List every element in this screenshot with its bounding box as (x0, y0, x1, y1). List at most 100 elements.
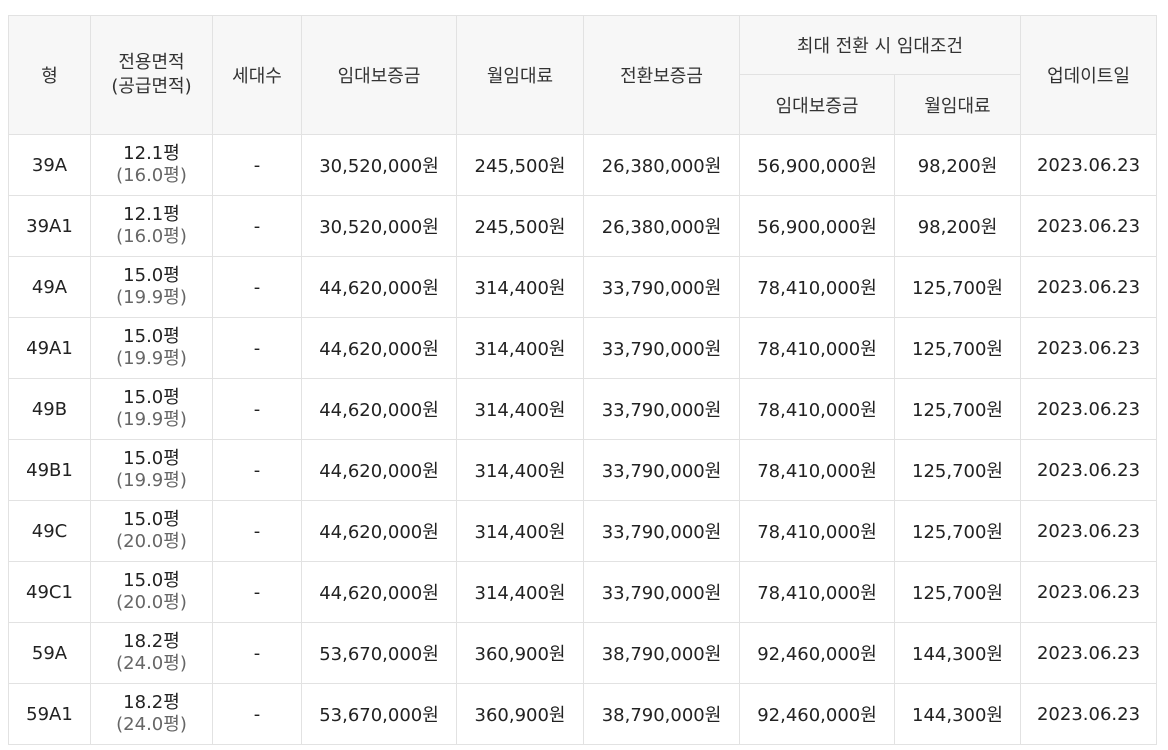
cell-updated: 2023.06.23 (1020, 439, 1157, 501)
cell-conversion-deposit: 26,380,000원 (583, 195, 740, 257)
cell-type: 59A (8, 622, 91, 684)
cell-max-deposit: 78,410,000원 (739, 500, 895, 562)
cell-max-monthly-rent: 125,700원 (894, 256, 1021, 318)
area-supply: (24.0평) (116, 714, 187, 735)
area-exclusive: 15.0평 (123, 387, 180, 408)
cell-conversion-deposit: 33,790,000원 (583, 256, 740, 318)
cell-households: - (212, 561, 302, 623)
table-row: 39A1 12.1평 (16.0평) - 30,520,000원 245,500원… (8, 195, 1157, 257)
cell-max-monthly-rent: 125,700원 (894, 378, 1021, 440)
header-area-exclusive: 전용면적 (118, 52, 185, 73)
area-supply: (20.0평) (116, 531, 187, 552)
cell-conversion-deposit: 38,790,000원 (583, 622, 740, 684)
cell-area: 15.0평 (19.9평) (90, 317, 213, 379)
header-area-supply: (공급면적) (111, 76, 192, 97)
area-supply: (19.9평) (116, 470, 187, 491)
cell-max-deposit: 78,410,000원 (739, 439, 895, 501)
cell-households: - (212, 622, 302, 684)
area-exclusive: 12.1평 (123, 204, 180, 225)
cell-area: 12.1평 (16.0평) (90, 195, 213, 257)
cell-updated: 2023.06.23 (1020, 561, 1157, 623)
cell-conversion-deposit: 26,380,000원 (583, 134, 740, 196)
table-header: 형 전용면적 (공급면적) 세대수 임대보증금 월임대료 전환보증금 최대 전환… (8, 15, 1157, 135)
cell-monthly-rent: 314,400원 (456, 561, 584, 623)
cell-area: 15.0평 (20.0평) (90, 500, 213, 562)
cell-max-deposit: 56,900,000원 (739, 195, 895, 257)
table-row: 49A1 15.0평 (19.9평) - 44,620,000원 314,400원… (8, 317, 1157, 379)
rent-conditions-table: 형 전용면적 (공급면적) 세대수 임대보증금 월임대료 전환보증금 최대 전환… (8, 15, 1157, 745)
header-max-conversion-group: 최대 전환 시 임대조건 (739, 15, 1021, 75)
table-row: 49C1 15.0평 (20.0평) - 44,620,000원 314,400원… (8, 561, 1157, 623)
cell-households: - (212, 195, 302, 257)
area-supply: (24.0평) (116, 653, 187, 674)
cell-max-monthly-rent: 125,700원 (894, 500, 1021, 562)
cell-max-deposit: 78,410,000원 (739, 256, 895, 318)
header-conversion-deposit: 전환보증금 (583, 15, 740, 135)
header-max-monthly-rent: 월임대료 (894, 74, 1021, 135)
cell-households: - (212, 683, 302, 745)
cell-monthly-rent: 360,900원 (456, 622, 584, 684)
table-body: 39A 12.1평 (16.0평) - 30,520,000원 245,500원 … (8, 134, 1157, 745)
cell-updated: 2023.06.23 (1020, 378, 1157, 440)
table-row: 39A 12.1평 (16.0평) - 30,520,000원 245,500원 … (8, 134, 1157, 196)
area-exclusive: 12.1평 (123, 143, 180, 164)
cell-households: - (212, 378, 302, 440)
header-updated: 업데이트일 (1020, 15, 1157, 135)
area-exclusive: 15.0평 (123, 570, 180, 591)
header-max-deposit: 임대보증금 (739, 74, 895, 135)
cell-max-monthly-rent: 125,700원 (894, 439, 1021, 501)
area-supply: (20.0평) (116, 592, 187, 613)
cell-type: 49B (8, 378, 91, 440)
rent-table-container: 형 전용면적 (공급면적) 세대수 임대보증금 월임대료 전환보증금 최대 전환… (8, 15, 1157, 745)
cell-max-deposit: 78,410,000원 (739, 561, 895, 623)
cell-updated: 2023.06.23 (1020, 683, 1157, 745)
header-area: 전용면적 (공급면적) (90, 15, 213, 135)
cell-updated: 2023.06.23 (1020, 500, 1157, 562)
area-exclusive: 15.0평 (123, 509, 180, 530)
cell-max-monthly-rent: 98,200원 (894, 195, 1021, 257)
cell-max-monthly-rent: 98,200원 (894, 134, 1021, 196)
cell-area: 15.0평 (20.0평) (90, 561, 213, 623)
cell-deposit: 44,620,000원 (301, 561, 457, 623)
cell-max-deposit: 78,410,000원 (739, 378, 895, 440)
cell-households: - (212, 439, 302, 501)
cell-deposit: 44,620,000원 (301, 256, 457, 318)
cell-deposit: 44,620,000원 (301, 378, 457, 440)
cell-type: 59A1 (8, 683, 91, 745)
cell-monthly-rent: 314,400원 (456, 317, 584, 379)
cell-conversion-deposit: 33,790,000원 (583, 378, 740, 440)
area-exclusive: 18.2평 (123, 631, 180, 652)
table-row: 59A 18.2평 (24.0평) - 53,670,000원 360,900원 … (8, 622, 1157, 684)
table-row: 49B1 15.0평 (19.9평) - 44,620,000원 314,400원… (8, 439, 1157, 501)
table-row: 49C 15.0평 (20.0평) - 44,620,000원 314,400원 … (8, 500, 1157, 562)
cell-area: 12.1평 (16.0평) (90, 134, 213, 196)
cell-max-deposit: 56,900,000원 (739, 134, 895, 196)
cell-deposit: 30,520,000원 (301, 134, 457, 196)
cell-monthly-rent: 314,400원 (456, 256, 584, 318)
table-row: 59A1 18.2평 (24.0평) - 53,670,000원 360,900원… (8, 683, 1157, 745)
cell-deposit: 44,620,000원 (301, 317, 457, 379)
cell-deposit: 53,670,000원 (301, 683, 457, 745)
cell-area: 15.0평 (19.9평) (90, 378, 213, 440)
cell-type: 39A (8, 134, 91, 196)
area-supply: (19.9평) (116, 409, 187, 430)
cell-max-deposit: 92,460,000원 (739, 622, 895, 684)
area-supply: (16.0평) (116, 226, 187, 247)
area-exclusive: 15.0평 (123, 448, 180, 469)
cell-deposit: 30,520,000원 (301, 195, 457, 257)
cell-max-monthly-rent: 125,700원 (894, 317, 1021, 379)
cell-type: 49C (8, 500, 91, 562)
header-type: 형 (8, 15, 91, 135)
area-exclusive: 15.0평 (123, 326, 180, 347)
cell-monthly-rent: 314,400원 (456, 378, 584, 440)
cell-area: 15.0평 (19.9평) (90, 439, 213, 501)
cell-updated: 2023.06.23 (1020, 195, 1157, 257)
cell-monthly-rent: 314,400원 (456, 500, 584, 562)
table-row: 49B 15.0평 (19.9평) - 44,620,000원 314,400원 … (8, 378, 1157, 440)
cell-monthly-rent: 245,500원 (456, 134, 584, 196)
cell-conversion-deposit: 38,790,000원 (583, 683, 740, 745)
cell-type: 49A (8, 256, 91, 318)
header-monthly-rent: 월임대료 (456, 15, 584, 135)
cell-conversion-deposit: 33,790,000원 (583, 317, 740, 379)
header-households: 세대수 (212, 15, 302, 135)
